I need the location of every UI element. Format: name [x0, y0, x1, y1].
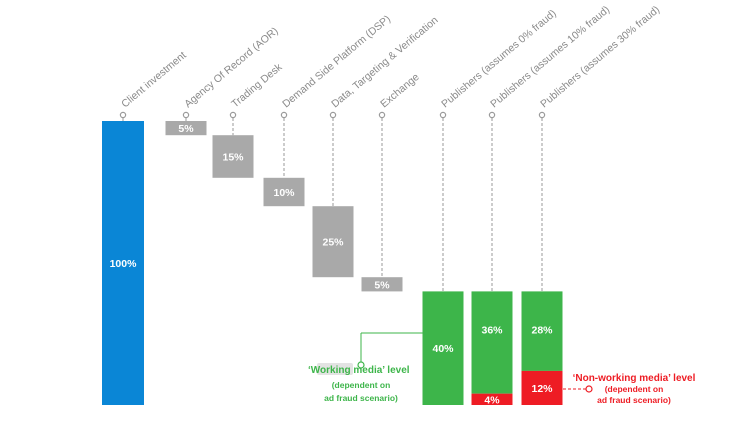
non-working-media-annotation: ‘Non-working media’ level (dependent on … [563, 373, 696, 405]
leader-dot-data-targeting-verification [329, 111, 337, 119]
non-working-connector-dot [585, 385, 593, 393]
leader-lines [119, 111, 546, 292]
value-label-client-investment: 100% [110, 258, 138, 270]
value-label-exchange: 5% [374, 279, 390, 291]
bar-non-working-publishers-assumes-30-fraud [521, 370, 563, 405]
working-highlight-text: Working [311, 365, 351, 376]
bars [102, 121, 563, 405]
bar-working-publishers-assumes-0-fraud [422, 291, 464, 405]
bar-data-targeting-verification [312, 206, 354, 278]
category-label-exchange: Exchange [378, 71, 422, 110]
leader-dot-demand-side-platform-dsp [280, 111, 288, 119]
bar-exchange [361, 277, 403, 292]
working-media-sub2: ad fraud scenario) [324, 393, 398, 403]
bar-demand-side-platform-dsp [263, 177, 305, 207]
working-media-sub1: (dependent on [332, 380, 391, 390]
non-working-media-head: ‘Non-working media’ level [573, 373, 696, 384]
value-label-demand-side-platform-dsp: 10% [273, 187, 295, 199]
working-connector-dot [357, 361, 365, 369]
bar-client-investment [102, 121, 144, 405]
non-working-media-sub2: ad fraud scenario) [597, 395, 671, 405]
non-working-media-sub1: (dependent on [605, 384, 664, 394]
working-highlight [317, 363, 353, 375]
leader-dot-publishers-assumes-30-fraud [538, 111, 546, 119]
leader-dot-agency-of-record-aor [182, 111, 190, 119]
value-label-working-publishers-assumes-30-fraud: 28% [531, 324, 553, 336]
leader-dot-publishers-assumes-10-fraud [488, 111, 496, 119]
leader-dot-client-investment [119, 111, 127, 119]
bar-trading-desk [212, 135, 254, 178]
value-label-data-targeting-verification: 25% [322, 237, 344, 249]
leader-dot-exchange [378, 111, 386, 119]
leader-dot-publishers-assumes-0-fraud [439, 111, 447, 119]
bar-working-publishers-assumes-10-fraud [471, 291, 513, 394]
leader-dot-trading-desk [229, 111, 237, 119]
bar-working-publishers-assumes-30-fraud [521, 291, 563, 371]
working-rest: media’ level [351, 365, 410, 376]
working-media-head: ‘Working media’ level [308, 365, 410, 376]
value-label-working-publishers-assumes-10-fraud: 36% [481, 324, 503, 336]
value-label-working-publishers-assumes-0-fraud: 40% [432, 343, 454, 355]
value-label-agency-of-record-aor: 5% [178, 123, 194, 135]
working-media-annotation: ‘Working media’ level (dependent on ad f… [308, 332, 423, 403]
value-labels: 100% 5% 15% 10% 25% 5% 40% 36% 4% 28% 12% [110, 123, 554, 406]
bar-agency-of-record-aor [165, 121, 207, 136]
working-quote: ‘ [308, 365, 311, 376]
value-label-non-working-publishers-assumes-30-fraud: 12% [531, 383, 553, 395]
category-label-client-investment: Client investment [119, 49, 188, 110]
bar-non-working-publishers-assumes-10-fraud [471, 393, 513, 405]
value-label-non-working-publishers-assumes-10-fraud: 4% [484, 394, 500, 406]
value-label-trading-desk: 15% [222, 152, 244, 164]
category-label-agency-of-record-aor: Agency Of Record (AOR) [182, 25, 280, 110]
